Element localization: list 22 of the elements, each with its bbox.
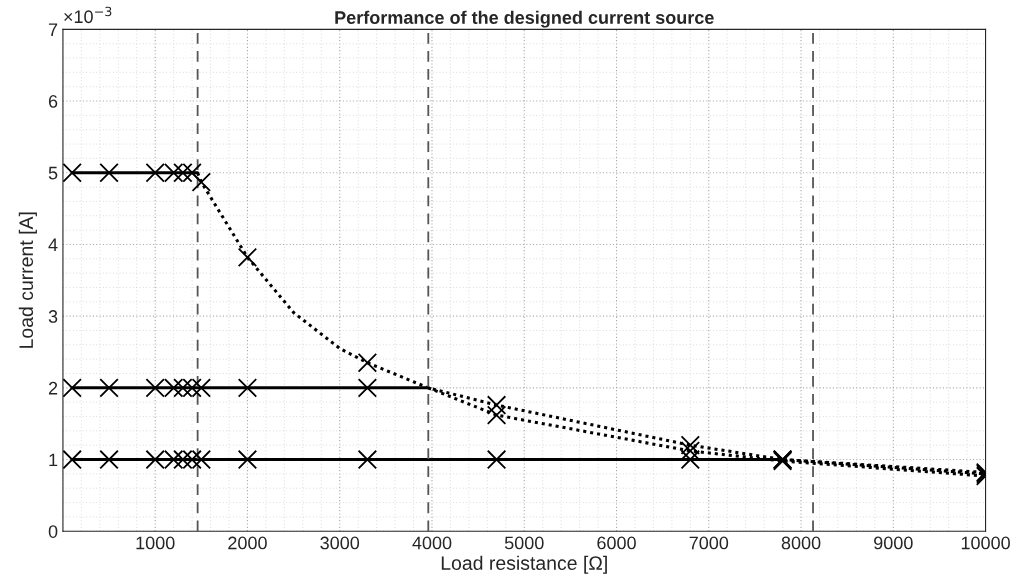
text: ×10$^{−3}$ — [64, 6, 112, 24]
y-tick-label: 0 — [48, 525, 58, 538]
y-tick-label: 1 — [49, 453, 58, 467]
x-tick-label: 5000 — [504, 536, 544, 550]
x-tick-label: 4000 — [412, 536, 452, 550]
x-tick-label: 10000 — [961, 536, 1010, 550]
x-tick-label: 7000 — [689, 536, 729, 550]
x-tick-label: 6000 — [597, 536, 636, 550]
y-tick-label: 4 — [48, 238, 58, 251]
x-axis-title: Load resistance [Ω] — [441, 555, 607, 574]
x-tick-label: 1000 — [136, 536, 175, 550]
x-tick-label: 3000 — [320, 536, 360, 550]
x-tick-label: 9000 — [874, 536, 913, 550]
chart-title: Performance of the designed current source — [335, 10, 714, 28]
y-axis-title: Load current [A] — [18, 212, 37, 348]
y-tick-label: 5 — [48, 166, 58, 180]
y-tick-label: 3 — [48, 310, 58, 323]
x-tick-label: 8000 — [781, 536, 821, 550]
x-tick-label: 2000 — [228, 536, 267, 550]
y-tick-label: 2 — [48, 381, 58, 395]
y-tick-label: 7 — [48, 23, 58, 36]
y-tick-label: 6 — [48, 94, 58, 108]
